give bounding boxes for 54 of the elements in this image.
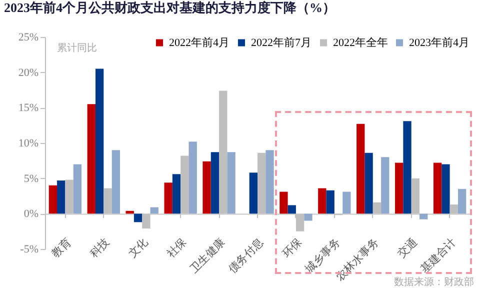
bar [172,174,181,214]
bar [420,214,428,220]
x-tick-label: 债务付息 [226,235,266,276]
x-tick-label: 基建合计 [418,235,458,276]
chart-title: 2023年前4个月公共财政支出对基建的支持力度下降（%） [4,0,336,15]
legend-label: 2023年前4月 [409,36,470,49]
bar [87,104,96,214]
bar [164,182,172,214]
x-tick-label: 社保 [164,235,190,260]
bar [318,188,326,214]
bar [202,161,211,214]
bar [288,205,296,214]
x-tick-label: 科技 [88,236,112,260]
bar [73,164,82,214]
y-tick-label: 0% [24,208,38,220]
bar [112,150,120,214]
legend-label: 2022年前4月 [169,36,230,49]
bar [381,157,390,214]
y-tick-label: 25% [18,32,38,44]
y-tick-label: -5% [20,244,38,256]
y-tick-label: 10% [18,138,38,150]
y-tick-label: 20% [18,66,38,79]
bar [57,180,66,214]
bar [326,190,334,214]
bar [342,192,351,214]
bar [364,152,373,214]
bar [210,152,220,214]
legend-label: 2022年全年 [333,36,388,49]
legend-label: 2022年前7月 [251,36,312,49]
y-tick-label: 15% [18,102,38,114]
bar [304,214,312,221]
bar [458,188,466,214]
source-note: 数据来源：财政部 [394,276,474,288]
bar [356,124,365,214]
bar [266,150,274,214]
bar [395,162,404,214]
x-tick-label: 交通 [395,235,420,260]
bar [442,164,450,214]
bar [48,185,58,214]
bar [280,192,288,214]
x-tick-label: 卫生健康 [187,235,228,276]
bar [150,207,158,214]
y-tick-label: 5% [24,172,38,185]
bar [249,172,258,214]
x-tick-label: 教育 [48,235,74,260]
bar [134,214,142,222]
x-tick-label: 文化 [126,235,151,260]
bar [403,121,412,214]
x-tick-label: 环保 [280,236,304,260]
bar [433,162,442,214]
bar [95,68,104,214]
bar [227,152,236,214]
annotation: 累计同比 [57,42,97,55]
bar [188,142,197,214]
